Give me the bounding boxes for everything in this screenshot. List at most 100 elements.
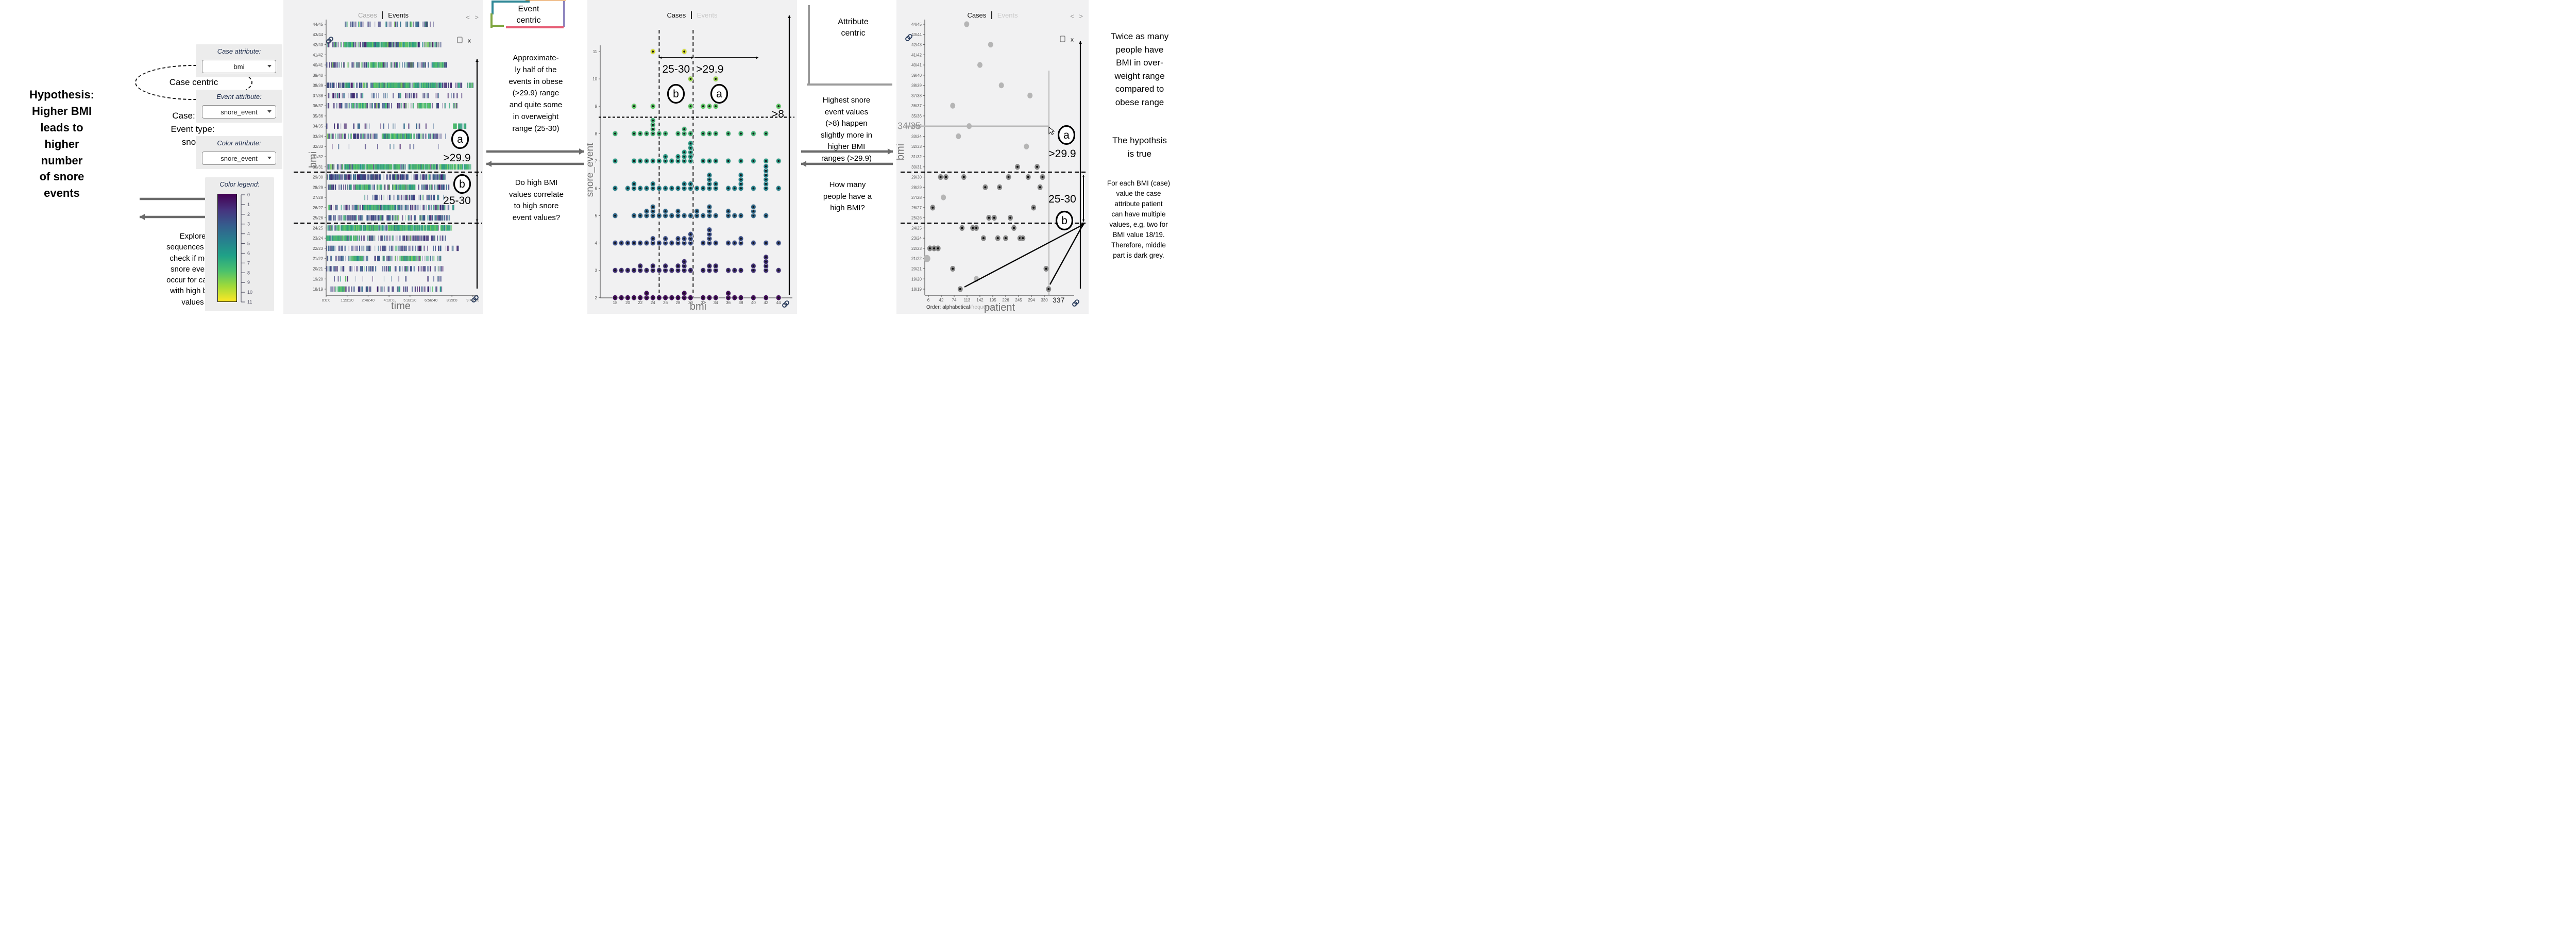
svg-text:11: 11 [593, 49, 598, 54]
svg-text:31/32: 31/32 [313, 155, 324, 159]
svg-text:3: 3 [247, 222, 250, 227]
svg-text:24/25: 24/25 [911, 226, 922, 230]
attr-arrows [801, 148, 893, 167]
badge-border-purple [563, 1, 565, 27]
svg-text:43/44: 43/44 [313, 32, 324, 37]
svg-text:74: 74 [952, 298, 957, 303]
svg-text:29/30: 29/30 [911, 175, 922, 180]
svg-text:33/34: 33/34 [313, 134, 324, 139]
link-icon [326, 37, 333, 44]
link-icon [905, 34, 912, 41]
svg-text:>29.9: >29.9 [696, 63, 723, 75]
svg-text:9: 9 [595, 104, 598, 109]
svg-text:0: 0 [247, 192, 250, 197]
svg-text:21/22: 21/22 [911, 257, 922, 261]
svg-text:22/23: 22/23 [911, 246, 922, 251]
svg-text:32/33: 32/33 [911, 144, 922, 149]
tab-events[interactable]: Events [388, 11, 409, 19]
link-icon [782, 300, 789, 308]
figure-canvas: { "hypothesis": "Hypothesis:\nHigher BMI… [0, 0, 1188, 314]
svg-text:a: a [1063, 129, 1070, 141]
svg-text:35/36: 35/36 [313, 114, 324, 119]
attribute-centric-label: Attribute centric [838, 18, 869, 38]
svg-text:44: 44 [776, 300, 781, 305]
svg-text:7: 7 [247, 260, 250, 265]
chart1-panel: Cases Events < > 44/45 43/44 42/43 41/42 40/… [283, 0, 483, 314]
svg-text:39/40: 39/40 [911, 73, 922, 78]
svg-text:6: 6 [927, 298, 930, 303]
color-legend-panel: Color legend: 0 1 2 3 4 5 6 7 8 9 10 11 [205, 177, 274, 311]
svg-text:36: 36 [726, 300, 731, 305]
svg-text:4: 4 [247, 231, 250, 237]
svg-text:3: 3 [595, 268, 598, 273]
svg-text:40: 40 [751, 300, 756, 305]
cursor-icon [1048, 126, 1055, 135]
svg-text:>29.9: >29.9 [1048, 148, 1076, 160]
svg-text:31/32: 31/32 [911, 155, 922, 159]
svg-text:7: 7 [595, 159, 598, 163]
svg-text:294: 294 [1028, 298, 1035, 303]
link-icon [471, 295, 479, 303]
svg-text:36/37: 36/37 [313, 104, 324, 108]
svg-text:44/45: 44/45 [911, 22, 922, 27]
svg-text:19/20: 19/20 [911, 277, 922, 281]
chevron-down-icon [267, 65, 272, 68]
chart2-panel: Cases Events 2 3 4 5 6 7 8 9 10 11 18 20 22 24 26 28 30 3… [587, 0, 797, 314]
svg-text:5:33:20: 5:33:20 [403, 298, 416, 303]
svg-text:25-30: 25-30 [443, 195, 471, 207]
svg-text:b: b [459, 178, 465, 190]
case-centric-label: Case centric [169, 77, 218, 87]
pane-resize-arrows-icon[interactable]: < > [1070, 12, 1084, 20]
tab-separator [991, 11, 992, 19]
mid-question: Do high BMI values correlate to high sno… [509, 178, 564, 222]
chart2-tabs: Cases Events [587, 11, 797, 19]
svg-text:9: 9 [247, 280, 250, 285]
svg-text:29/30: 29/30 [313, 175, 324, 180]
svg-text:22/23: 22/23 [313, 246, 324, 251]
svg-text:41/42: 41/42 [313, 53, 324, 57]
svg-text:28/29: 28/29 [313, 185, 324, 190]
svg-text:patient: patient [984, 302, 1015, 313]
svg-text:38/39: 38/39 [911, 83, 922, 88]
svg-text:22: 22 [638, 300, 642, 305]
svg-text:226: 226 [1002, 298, 1009, 303]
svg-text:330: 330 [1041, 298, 1048, 303]
color-legend-label: Color legend: [219, 180, 260, 188]
tab-events[interactable]: Events [697, 11, 718, 19]
tab-cases[interactable]: Cases [667, 11, 686, 19]
badge-axis-vertical [808, 5, 810, 86]
svg-text:32/33: 32/33 [313, 144, 324, 149]
tab-cases[interactable]: Cases [967, 11, 987, 19]
tab-cases[interactable]: Cases [358, 11, 377, 19]
svg-text:20/21: 20/21 [313, 266, 324, 271]
chart3-tabs: Cases Events [896, 11, 1089, 19]
event-centric-badge: Event centric [490, 0, 566, 28]
svg-text:41/42: 41/42 [911, 53, 922, 57]
hypothesis-text: Hypothesis: Higher BMI leads to higher n… [29, 88, 94, 200]
color-attribute-select[interactable]: snore_event [202, 152, 276, 165]
tab-separator [382, 11, 383, 19]
svg-text:a: a [457, 133, 463, 145]
svg-text:43/44: 43/44 [911, 32, 922, 37]
badge-axis-horizontal [807, 83, 892, 86]
case-attribute-select[interactable]: bmi [202, 60, 276, 73]
pane-resize-arrows-icon[interactable]: < > [466, 13, 480, 21]
badge-border-orange [526, 0, 566, 1]
tab-separator [691, 11, 692, 19]
svg-text:33/34: 33/34 [911, 134, 922, 139]
case-centric-badge: Case centric [135, 65, 252, 100]
tab-events[interactable]: Events [997, 11, 1018, 19]
badge-border-green [490, 13, 493, 28]
event-attribute-select[interactable]: snore_event [202, 105, 276, 119]
svg-text:a: a [716, 88, 722, 100]
svg-text:time: time [391, 300, 411, 312]
svg-text:38/39: 38/39 [313, 83, 324, 88]
svg-text:28/29: 28/29 [911, 185, 922, 190]
svg-text:25-30: 25-30 [662, 63, 690, 75]
event-centric-label: Event centric [516, 5, 541, 25]
svg-text:337: 337 [1053, 296, 1065, 304]
popout-icon [457, 37, 463, 43]
svg-text:4:10:0: 4:10:0 [384, 298, 395, 303]
explore-text: Explore sequences and check if more snor… [166, 232, 219, 307]
svg-text:5: 5 [595, 213, 598, 218]
